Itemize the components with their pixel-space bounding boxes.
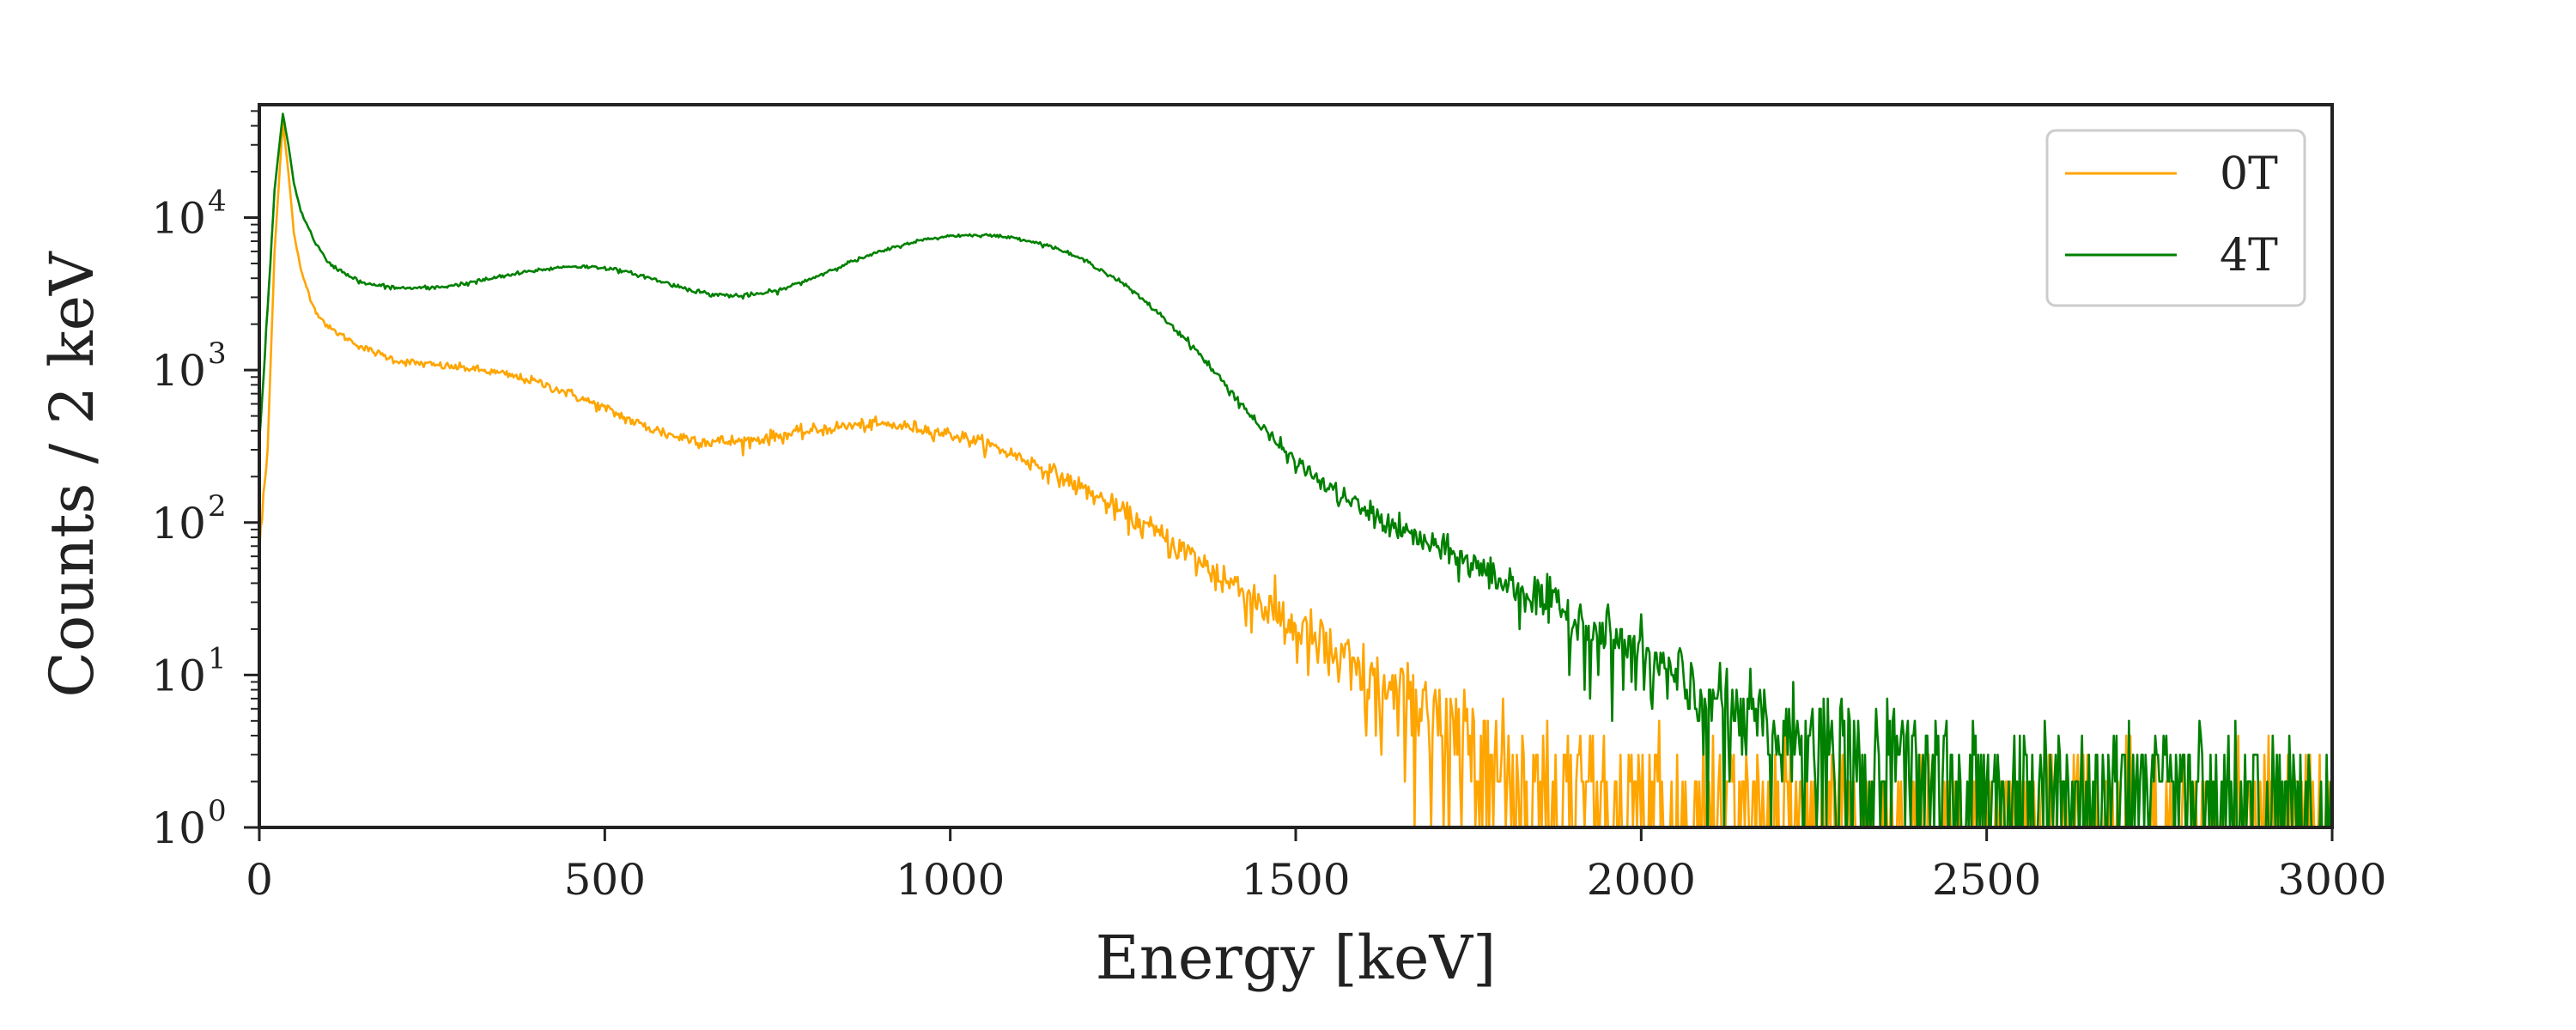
x-tick-label-2000: 2000 (1587, 855, 1696, 905)
y-tick-exp-1e3: 3 (208, 336, 227, 371)
series-line-4t (259, 112, 2332, 827)
y-tick-exp-1e1: 1 (208, 641, 227, 676)
y-tick-label-1e2: 10 (151, 499, 206, 548)
x-tick-label-0: 0 (246, 855, 273, 905)
x-tick-label-500: 500 (564, 855, 646, 905)
series-line-0t (259, 122, 2332, 827)
y-tick-exp-1e0: 0 (208, 794, 227, 828)
y-tick-label-1e1: 10 (151, 651, 206, 700)
x-tick-label-3000: 3000 (2277, 855, 2386, 905)
y-tick-exp-1e4: 4 (208, 185, 227, 219)
legend-label-0t: 0T (2220, 148, 2278, 200)
x-tick-label-1000: 1000 (896, 855, 1005, 905)
x-tick-label-1500: 1500 (1241, 855, 1350, 905)
y-tick-label-1e3: 10 (151, 346, 206, 396)
legend: 0T 4T (2045, 129, 2306, 307)
y-tick-label-1e4: 10 (151, 194, 206, 244)
x-axis-label: Energy [keV] (1096, 923, 1497, 993)
y-tick-label-1e0: 10 (151, 803, 206, 853)
y-tick-exp-1e2: 2 (208, 489, 227, 524)
legend-label-4t: 4T (2220, 230, 2278, 282)
series-layer (259, 112, 2332, 827)
x-tick-label-2500: 2500 (1932, 855, 2041, 905)
y-axis-label: Counts / 2 keV (37, 251, 107, 698)
